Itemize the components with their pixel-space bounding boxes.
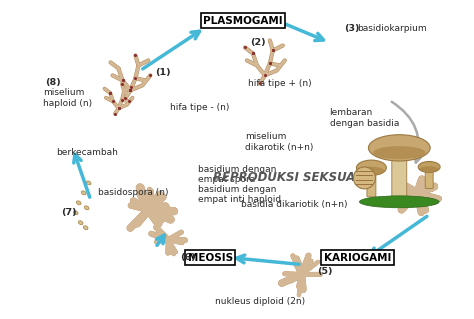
Text: miselium
haploid (n): miselium haploid (n) [43, 88, 92, 108]
Ellipse shape [356, 160, 386, 175]
Ellipse shape [83, 226, 88, 230]
Ellipse shape [82, 191, 86, 195]
Text: hifa tipe + (n): hifa tipe + (n) [248, 79, 311, 88]
Text: nukleus diploid (2n): nukleus diploid (2n) [215, 297, 305, 306]
Ellipse shape [84, 206, 89, 210]
Text: PLASMOGAMI: PLASMOGAMI [203, 16, 283, 26]
Text: (3): (3) [344, 24, 359, 33]
Text: (4): (4) [384, 149, 400, 158]
Text: miselium
dikarotik (n+n): miselium dikarotik (n+n) [245, 132, 313, 152]
FancyBboxPatch shape [425, 167, 433, 189]
Text: basidium dengan
empat inti haploid: basidium dengan empat inti haploid [198, 185, 281, 204]
Ellipse shape [359, 167, 384, 174]
Text: basidia dikariotik (n+n): basidia dikariotik (n+n) [241, 200, 347, 209]
FancyBboxPatch shape [392, 149, 407, 200]
FancyBboxPatch shape [367, 168, 376, 197]
Text: (5): (5) [317, 267, 332, 276]
Text: (7): (7) [61, 208, 76, 217]
Text: (8): (8) [45, 78, 61, 87]
Ellipse shape [418, 161, 440, 173]
Text: (1): (1) [155, 68, 171, 77]
Ellipse shape [420, 166, 438, 172]
Text: berkecambah: berkecambah [56, 147, 118, 157]
Ellipse shape [73, 211, 78, 215]
Ellipse shape [86, 181, 91, 185]
Ellipse shape [78, 221, 83, 225]
Text: (6): (6) [181, 253, 196, 262]
Text: lembaran
dengan basidia: lembaran dengan basidia [329, 108, 399, 128]
Ellipse shape [354, 167, 375, 189]
Ellipse shape [76, 201, 81, 205]
Ellipse shape [359, 196, 439, 208]
Text: hifa tipe - (n): hifa tipe - (n) [170, 103, 230, 112]
Text: MEOSIS: MEOSIS [188, 253, 233, 263]
Text: basidospora (n): basidospora (n) [98, 188, 168, 197]
Text: basidium dengan
empat spora: basidium dengan empat spora [198, 165, 276, 184]
Ellipse shape [373, 146, 426, 159]
Ellipse shape [368, 135, 430, 161]
Text: basidiokarpium: basidiokarpium [357, 24, 427, 33]
Text: REPRODUKSI SEKSUAL: REPRODUKSI SEKSUAL [213, 171, 363, 184]
Text: KARIOGAMI: KARIOGAMI [324, 253, 391, 263]
Text: (2): (2) [250, 38, 266, 47]
